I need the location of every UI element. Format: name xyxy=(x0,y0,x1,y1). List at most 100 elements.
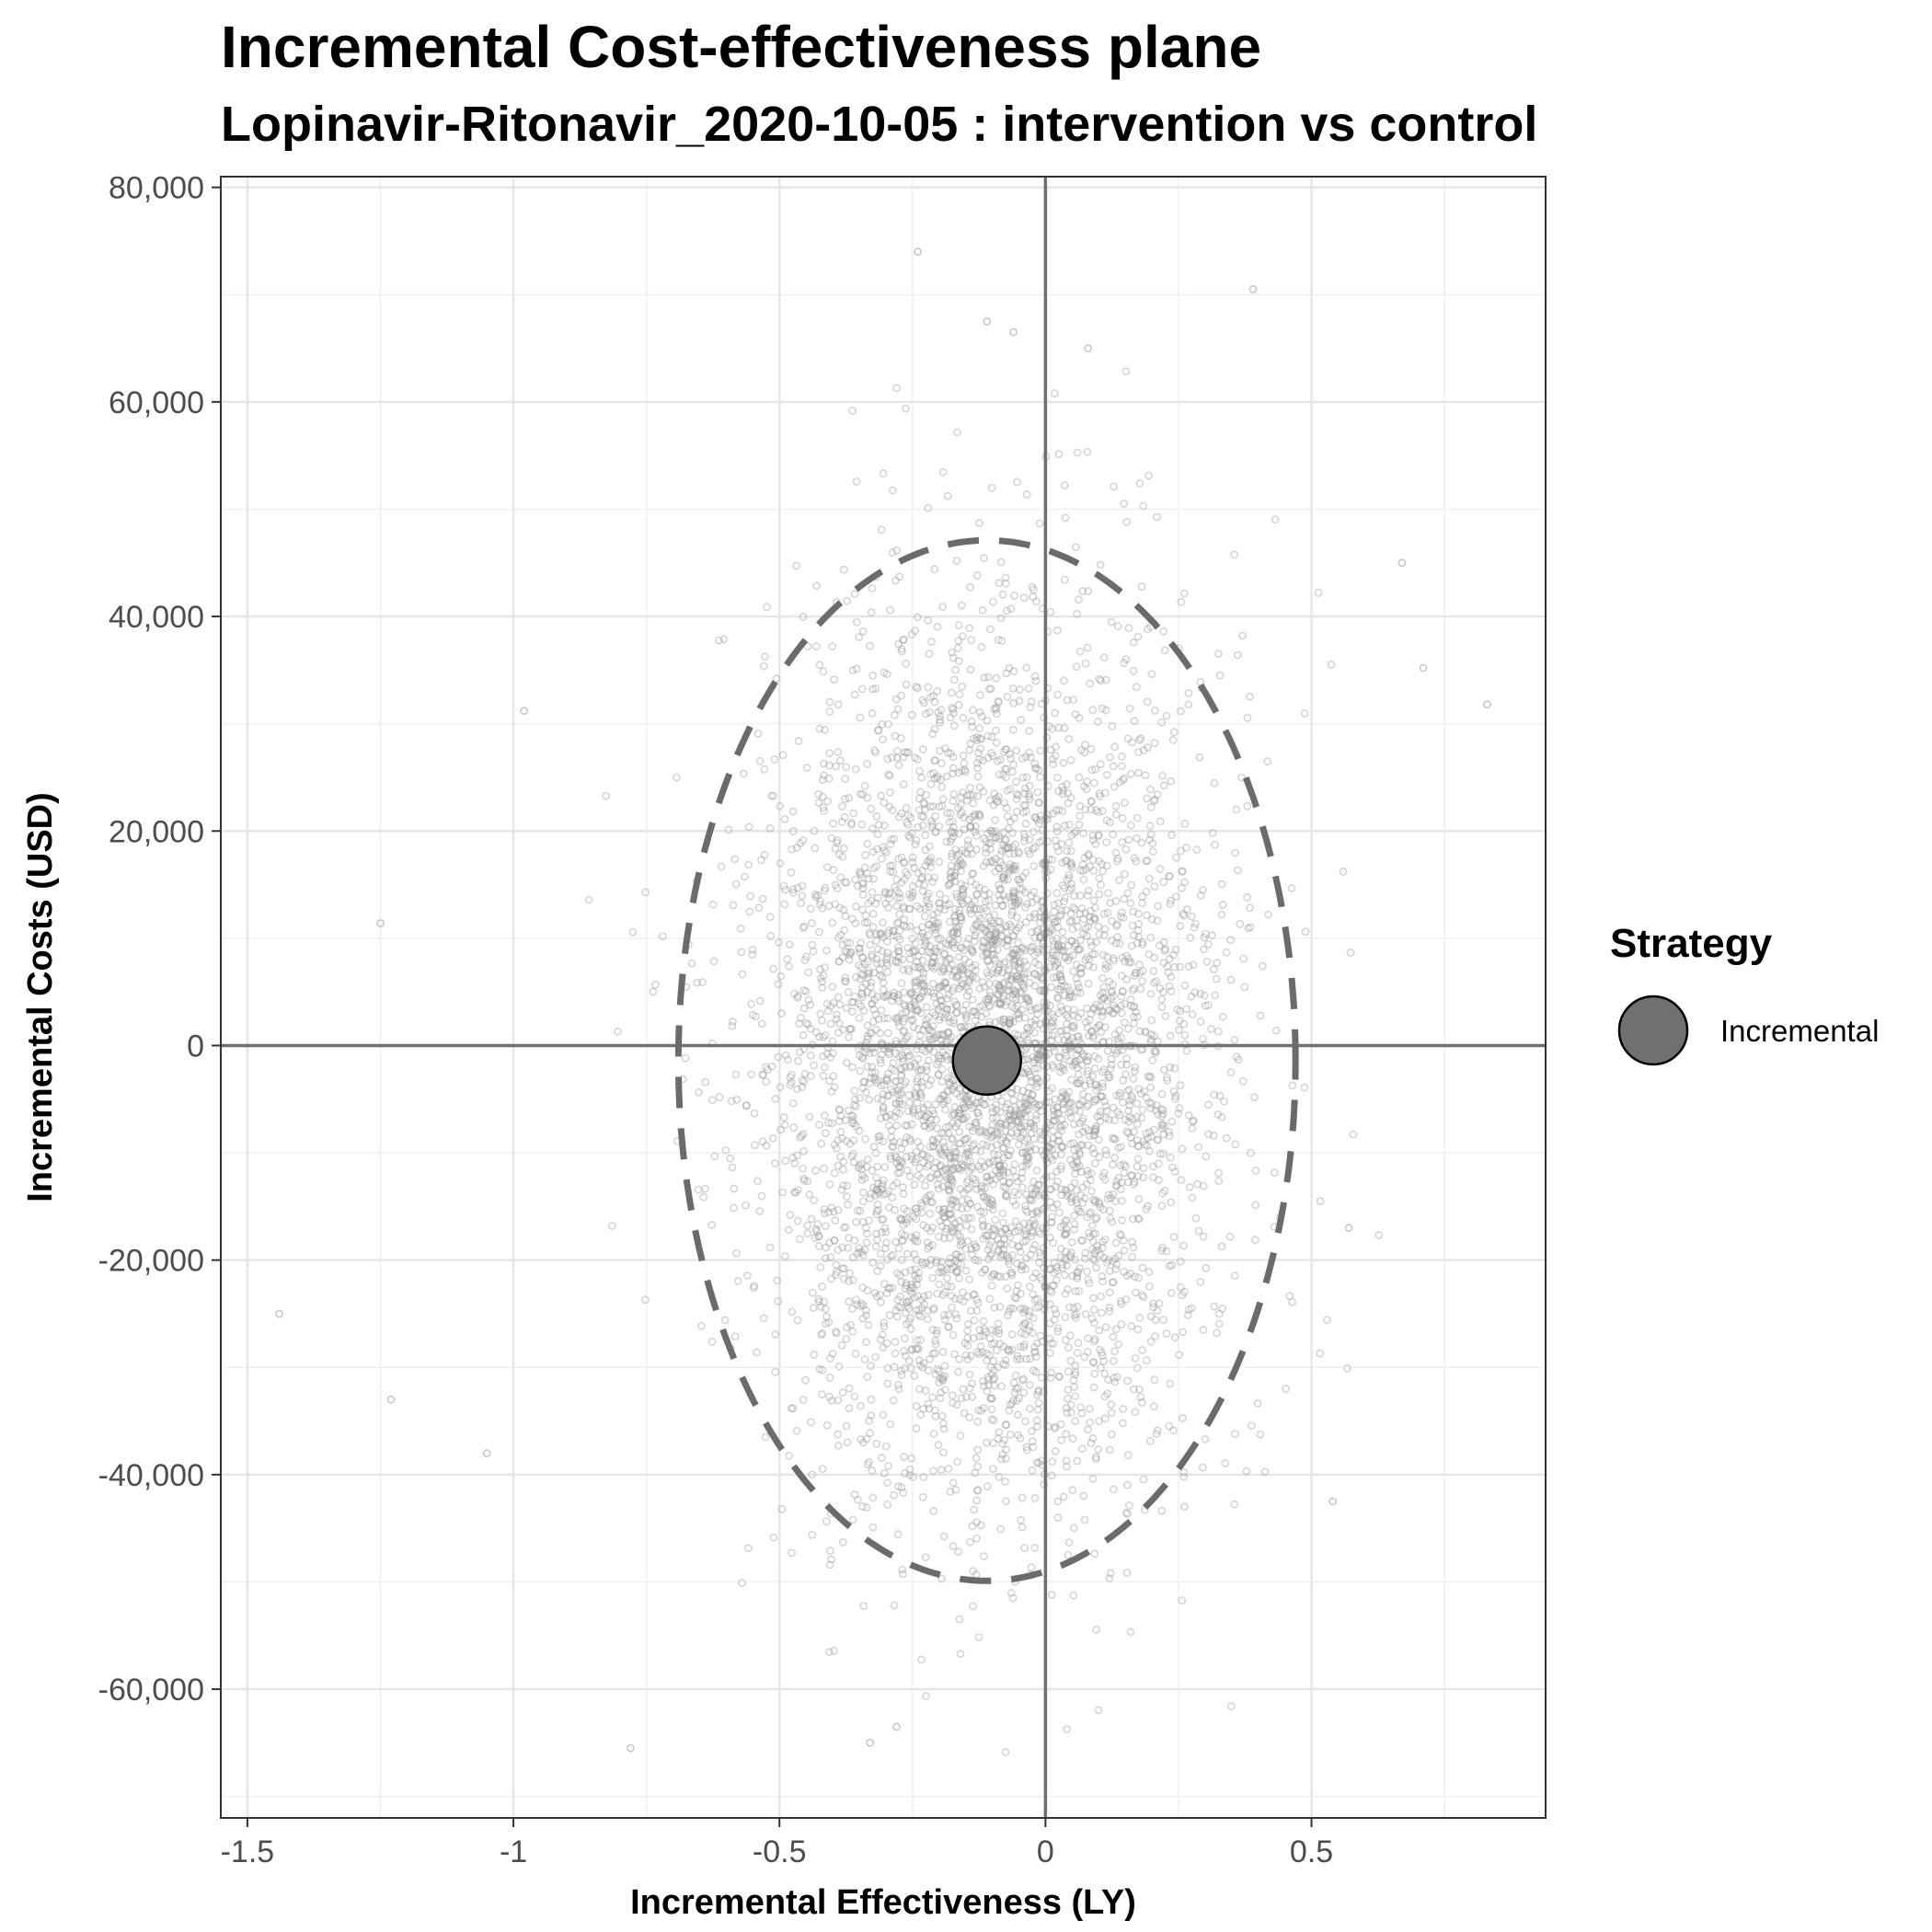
psa-point xyxy=(1056,1063,1064,1071)
psa-point xyxy=(967,636,976,645)
psa-point xyxy=(948,1175,956,1184)
psa-point xyxy=(1057,840,1066,848)
psa-point xyxy=(936,995,945,1005)
psa-point xyxy=(1009,949,1018,958)
psa-point xyxy=(1080,1515,1089,1524)
psa-point xyxy=(816,1263,825,1271)
psa-point xyxy=(892,902,901,911)
psa-point xyxy=(1047,1218,1056,1226)
psa-point xyxy=(1055,912,1064,920)
psa-point xyxy=(788,888,798,897)
psa-point xyxy=(883,1501,892,1509)
psa-point xyxy=(1036,1128,1044,1136)
psa-point xyxy=(906,989,915,997)
psa-point xyxy=(1050,940,1059,949)
psa-point xyxy=(955,1127,964,1136)
psa-point xyxy=(844,1200,852,1209)
psa-point xyxy=(898,955,907,963)
psa-point xyxy=(1098,807,1107,816)
psa-point xyxy=(926,857,935,867)
psa-point xyxy=(991,834,1000,843)
psa-point xyxy=(986,936,995,944)
psa-point xyxy=(989,1439,998,1448)
psa-point xyxy=(1073,1163,1082,1172)
psa-point xyxy=(968,1250,976,1259)
psa-point xyxy=(987,1394,995,1403)
psa-point xyxy=(957,896,965,905)
psa-point xyxy=(947,1181,956,1190)
psa-point xyxy=(1231,1140,1240,1149)
psa-point xyxy=(1167,972,1176,982)
psa-point xyxy=(1005,1307,1014,1316)
psa-point xyxy=(979,787,988,796)
psa-point xyxy=(816,973,825,983)
psa-point xyxy=(788,1070,796,1079)
psa-point xyxy=(1015,1223,1024,1232)
psa-point xyxy=(1135,479,1144,488)
psa-point xyxy=(1060,991,1069,1000)
psa-point xyxy=(1006,1431,1015,1439)
psa-point xyxy=(1167,1117,1177,1126)
psa-point xyxy=(850,690,859,699)
psa-point xyxy=(960,1092,968,1100)
psa-point xyxy=(1105,1303,1114,1312)
psa-point xyxy=(975,1002,984,1011)
psa-point xyxy=(932,1326,941,1335)
psa-point xyxy=(721,1145,730,1155)
psa-point xyxy=(987,1143,995,1152)
psa-point xyxy=(1113,1108,1122,1116)
psa-point xyxy=(920,698,928,707)
psa-point xyxy=(900,858,908,868)
psa-point xyxy=(912,1275,921,1284)
psa-point xyxy=(1064,941,1073,950)
psa-point xyxy=(958,1163,967,1172)
psa-point xyxy=(741,872,749,881)
psa-point xyxy=(937,776,945,784)
psa-point xyxy=(864,958,872,966)
psa-point xyxy=(953,1119,962,1128)
psa-point xyxy=(815,1032,823,1041)
psa-point xyxy=(1009,667,1018,676)
psa-point xyxy=(999,1166,1007,1175)
psa-point xyxy=(958,970,967,979)
psa-point xyxy=(929,1304,938,1313)
psa-point xyxy=(909,1473,917,1481)
psa-point xyxy=(1006,1179,1014,1188)
psa-point xyxy=(1029,1052,1038,1062)
psa-point xyxy=(1006,1110,1015,1120)
psa-point xyxy=(983,949,992,958)
psa-point xyxy=(1055,1027,1064,1036)
psa-point xyxy=(1018,753,1027,763)
psa-point xyxy=(921,805,929,814)
psa-point xyxy=(947,1282,956,1291)
psa-point xyxy=(921,845,930,855)
psa-point xyxy=(982,995,991,1004)
psa-point xyxy=(931,962,940,971)
psa-point xyxy=(1021,1205,1030,1214)
psa-point xyxy=(1128,1237,1136,1247)
psa-point xyxy=(1154,1110,1163,1119)
psa-point xyxy=(1058,881,1067,890)
psa-point xyxy=(859,1006,868,1015)
psa-point xyxy=(1029,1245,1038,1254)
psa-point xyxy=(1010,889,1019,897)
psa-point xyxy=(1185,1305,1193,1314)
psa-point xyxy=(1067,937,1076,945)
psa-point xyxy=(878,1228,886,1236)
psa-point xyxy=(1177,1176,1186,1185)
psa-point xyxy=(1003,693,1012,701)
psa-point xyxy=(966,665,975,674)
psa-point xyxy=(914,684,922,693)
psa-point xyxy=(972,890,982,899)
psa-point xyxy=(1083,953,1091,961)
psa-point xyxy=(981,1328,990,1337)
psa-point xyxy=(1134,1195,1144,1203)
psa-point xyxy=(949,944,959,952)
psa-point xyxy=(929,915,937,925)
psa-point xyxy=(1193,1179,1202,1189)
psa-point xyxy=(834,933,843,942)
psa-point xyxy=(1018,981,1028,990)
psa-point xyxy=(872,1292,881,1301)
psa-point xyxy=(1017,1114,1026,1123)
psa-point xyxy=(913,613,922,622)
